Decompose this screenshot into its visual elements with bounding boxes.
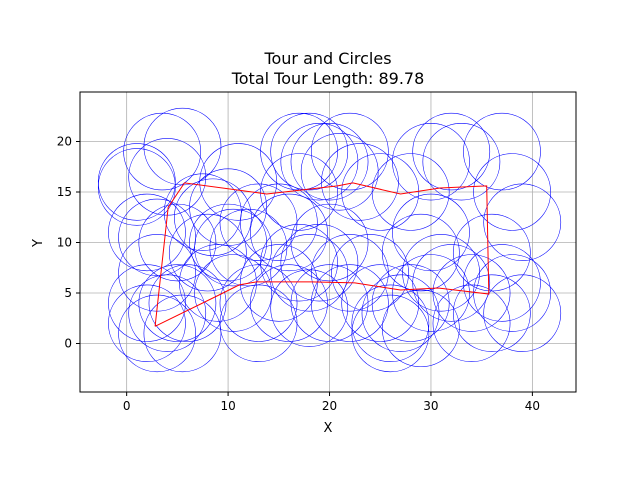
grid-lines bbox=[80, 92, 576, 392]
coverage-circle bbox=[209, 208, 288, 287]
coverage-circle bbox=[290, 264, 369, 342]
coverage-circle bbox=[483, 183, 562, 261]
coverage-circle bbox=[194, 254, 273, 332]
coverage-circle bbox=[108, 264, 186, 342]
coverage-circle bbox=[371, 264, 450, 342]
y-tick-label: 5 bbox=[64, 286, 72, 300]
coverage-circle bbox=[250, 264, 328, 342]
coverage-circle bbox=[143, 294, 222, 373]
y-tick-label: 20 bbox=[57, 134, 72, 148]
coverage-circle bbox=[97, 148, 176, 226]
x-axis-label: X bbox=[324, 421, 333, 436]
coverage-circle bbox=[371, 153, 450, 231]
coverage-circle bbox=[432, 284, 511, 362]
coverage-circle bbox=[341, 153, 420, 231]
coverage-circle bbox=[138, 203, 217, 282]
coverage-circle bbox=[351, 294, 430, 373]
coverage-circle bbox=[310, 234, 389, 312]
coverage-circle bbox=[128, 274, 207, 352]
coverage-circle bbox=[280, 224, 359, 302]
coverage-circle bbox=[463, 244, 541, 322]
y-tick-label: 0 bbox=[64, 337, 72, 351]
coverage-circle bbox=[118, 294, 196, 373]
coverage-circle bbox=[97, 143, 176, 221]
coverage-circle bbox=[179, 244, 257, 322]
coverage-circle bbox=[219, 284, 298, 362]
x-tick-label: 30 bbox=[423, 399, 438, 413]
coverage-circle bbox=[194, 208, 273, 287]
coverage-circle bbox=[168, 213, 247, 292]
coverage-circle bbox=[174, 178, 252, 256]
coverage-circle bbox=[138, 264, 217, 342]
coverage-circle bbox=[290, 203, 369, 282]
x-tick-label: 40 bbox=[525, 399, 540, 413]
chart-subtitle: Total Tour Length: 89.78 bbox=[231, 69, 425, 88]
coverage-circle bbox=[270, 112, 349, 191]
coverage-circle bbox=[270, 234, 349, 312]
coverage-circle bbox=[483, 274, 562, 352]
coverage-circle bbox=[473, 254, 551, 332]
coverage-circle bbox=[473, 153, 551, 231]
y-axis-label: Y bbox=[31, 239, 46, 248]
y-tick-label: 15 bbox=[57, 185, 72, 199]
coverage-circle bbox=[412, 244, 491, 322]
coverage-circle bbox=[321, 143, 399, 221]
coverage-circle bbox=[412, 112, 491, 191]
coverage-circle bbox=[239, 244, 318, 322]
coverage-circle bbox=[250, 193, 328, 272]
coverage-circle bbox=[310, 264, 389, 342]
coverage-circle bbox=[260, 153, 338, 231]
coverage-circle bbox=[239, 183, 318, 261]
coverage-circle bbox=[351, 284, 430, 362]
coverage-circle bbox=[402, 234, 480, 312]
coverage-circle bbox=[270, 269, 349, 347]
coverage-circle bbox=[260, 224, 338, 302]
coverage-circle bbox=[432, 254, 511, 332]
tour-layer bbox=[154, 182, 490, 327]
coverage-circle bbox=[392, 254, 470, 332]
tour-path bbox=[154, 182, 490, 327]
coverage-circle bbox=[280, 123, 359, 201]
coverage-circle bbox=[128, 138, 207, 216]
coverage-circle bbox=[331, 234, 409, 312]
coverage-circle bbox=[452, 274, 531, 352]
x-tick-label: 20 bbox=[322, 399, 337, 413]
chart-title: Tour and Circles bbox=[263, 49, 391, 68]
coverage-circle bbox=[381, 289, 460, 368]
coverage-circle bbox=[123, 112, 202, 191]
coverage-circle bbox=[422, 123, 501, 201]
coverage-circle bbox=[290, 123, 369, 201]
coverage-circle bbox=[108, 193, 186, 272]
coverage-circle bbox=[143, 107, 222, 186]
coverage-circle bbox=[310, 112, 389, 191]
coverage-circle bbox=[300, 133, 379, 211]
coverage-circle bbox=[219, 264, 298, 342]
x-tick-label: 10 bbox=[220, 399, 235, 413]
plot-frame bbox=[79, 91, 577, 393]
y-tick-label: 10 bbox=[57, 236, 72, 250]
coverage-circle bbox=[381, 213, 460, 292]
coverage-circle bbox=[341, 264, 420, 342]
x-tick-label: 0 bbox=[123, 399, 131, 413]
coverage-circle bbox=[219, 183, 298, 261]
coverage-circle bbox=[189, 203, 267, 282]
coverage-circle bbox=[199, 143, 278, 221]
coverage-circle bbox=[452, 213, 531, 292]
coverage-circle bbox=[260, 112, 338, 191]
coverage-circle bbox=[108, 284, 186, 362]
coverage-circle bbox=[463, 112, 541, 191]
coverage-circle bbox=[361, 274, 440, 352]
coverage-circle bbox=[148, 264, 227, 342]
axis-ticks: 0 10 20 30 40 0 5 10 15 20 bbox=[57, 134, 540, 413]
coverage-circle bbox=[392, 123, 470, 201]
coverage-circle bbox=[392, 193, 470, 272]
